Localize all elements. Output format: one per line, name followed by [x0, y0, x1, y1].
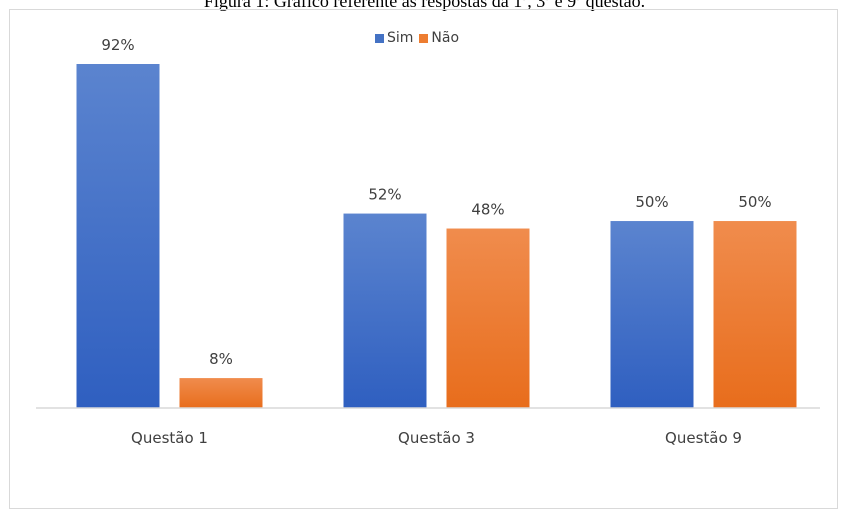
- chart-frame: [9, 9, 838, 509]
- x-tick-label: Questão 9: [665, 429, 742, 447]
- legend-item-sim: Sim: [375, 30, 413, 46]
- bars-layer: [76, 64, 797, 408]
- chart-legend: Sim Não: [375, 30, 459, 46]
- legend-item-nao: Não: [419, 30, 459, 46]
- labels-layer: 92% 8% Questão 1 52% 48% Questão 3 50% 50% Quest…: [101, 36, 771, 447]
- data-label-sim-q2: 52%: [368, 186, 401, 204]
- bar-sim-q2: [343, 213, 427, 408]
- data-label-no-q3: 50%: [738, 193, 771, 211]
- data-label-sim-q3: 50%: [635, 193, 668, 211]
- bar-no-q1: [179, 378, 263, 408]
- legend-label-sim: Sim: [387, 30, 414, 46]
- data-label-no-q1: 8%: [209, 350, 233, 368]
- data-label-no-q2: 48%: [471, 201, 504, 219]
- legend-swatch-nao: [419, 33, 429, 43]
- data-label-sim-q1: 92%: [101, 36, 134, 54]
- bar-sim-q1: [76, 64, 160, 408]
- bar-sim-q3: [610, 221, 694, 408]
- x-tick-label: Questão 3: [398, 429, 475, 447]
- legend-label-nao: Não: [431, 30, 460, 46]
- bar-no-q3: [713, 221, 797, 408]
- figure-caption: Figura 1: Gráfico referente as respostas…: [203, 0, 646, 11]
- legend-swatch-sim: [375, 33, 384, 43]
- x-tick-label: Questão 1: [131, 429, 208, 447]
- bar-no-q2: [446, 228, 530, 408]
